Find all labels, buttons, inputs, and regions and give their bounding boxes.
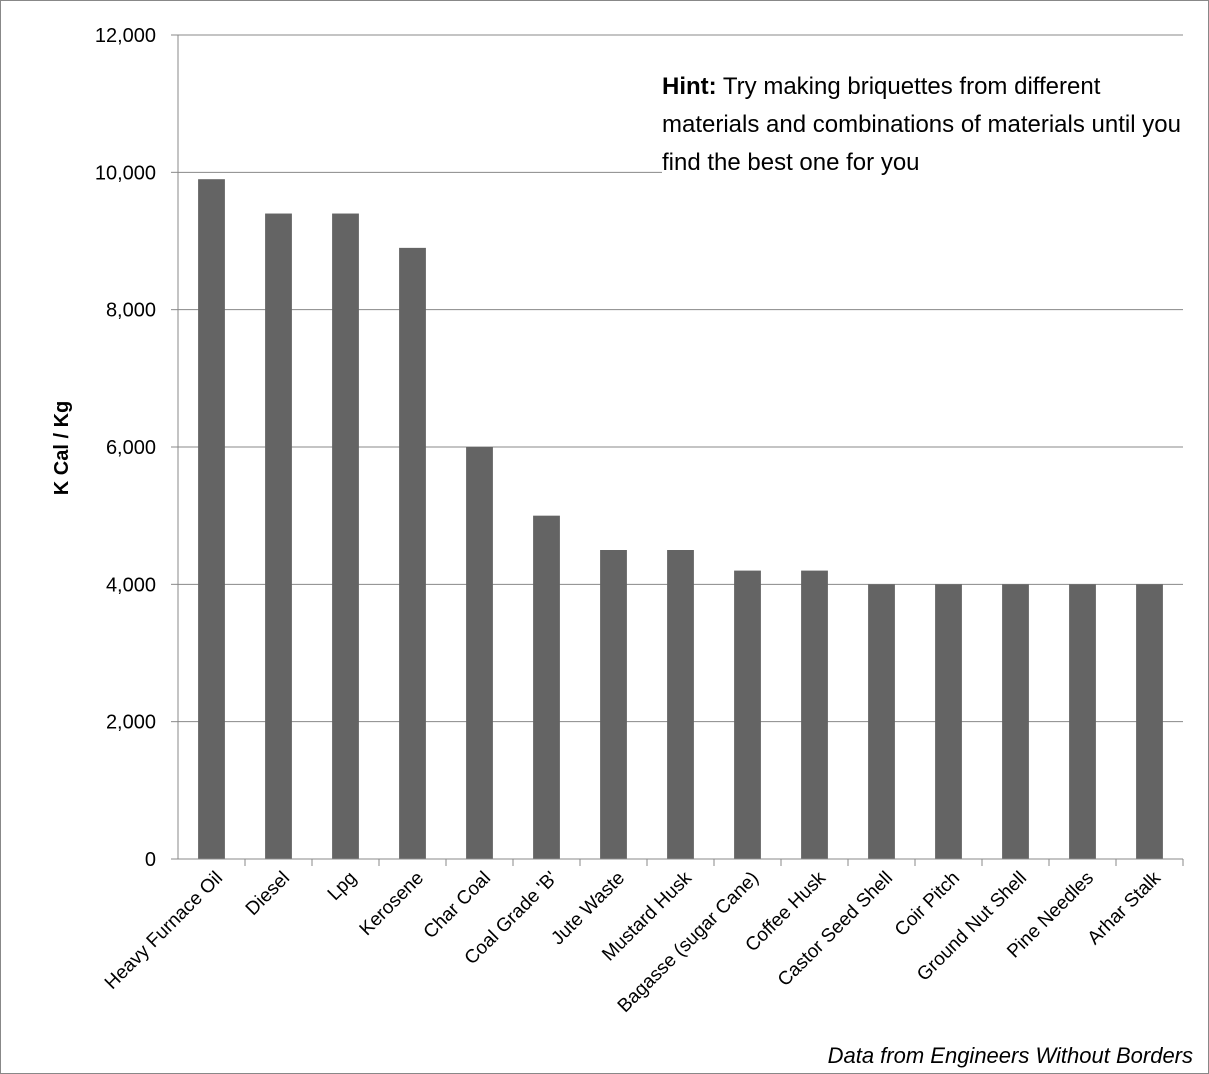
- bar: [868, 584, 895, 859]
- y-tick-label: 10,000: [95, 162, 156, 184]
- bar: [667, 550, 694, 859]
- bar: [600, 550, 627, 859]
- bar: [1136, 584, 1163, 859]
- y-axis-title: K Cal / Kg: [51, 401, 73, 495]
- hint-label: Hint:: [662, 73, 717, 100]
- y-tick-label: 12,000: [95, 25, 156, 47]
- bars: [198, 179, 1163, 860]
- axes: [171, 34, 1184, 866]
- x-category-label: Heavy Furnace Oil: [101, 868, 227, 994]
- bar: [935, 584, 962, 859]
- bar: [1002, 584, 1029, 859]
- bar: [1069, 584, 1096, 859]
- data-source-note: Data from Engineers Without Borders: [827, 1043, 1193, 1068]
- bar: [533, 515, 560, 859]
- x-category-label: Arhar Stalk: [1084, 867, 1166, 949]
- y-tick-label: 6,000: [106, 437, 156, 459]
- bar: [265, 213, 292, 860]
- bar: [198, 179, 225, 859]
- hint-text: Try making briquettes from different mat…: [662, 73, 1181, 176]
- bar: [332, 213, 359, 860]
- y-tick-labels: 0 2,000 4,000 6,000 8,000 10,000 12,000: [95, 25, 156, 871]
- hint-annotation: Hint: Try making briquettes from differe…: [662, 68, 1192, 182]
- y-tick-label: 0: [145, 849, 156, 871]
- y-tick-label: 8,000: [106, 300, 156, 322]
- x-category-label: Diesel: [242, 868, 294, 920]
- y-tick-label: 2,000: [106, 712, 156, 734]
- bar: [466, 447, 493, 859]
- bar: [734, 570, 761, 859]
- y-tick-label: 4,000: [106, 574, 156, 596]
- bar: [801, 570, 828, 859]
- x-category-label: Castor Seed Shell: [774, 868, 897, 991]
- bar: [399, 247, 426, 859]
- x-category-label: Lpg: [324, 868, 361, 905]
- x-category-label: Kerosene: [356, 868, 428, 940]
